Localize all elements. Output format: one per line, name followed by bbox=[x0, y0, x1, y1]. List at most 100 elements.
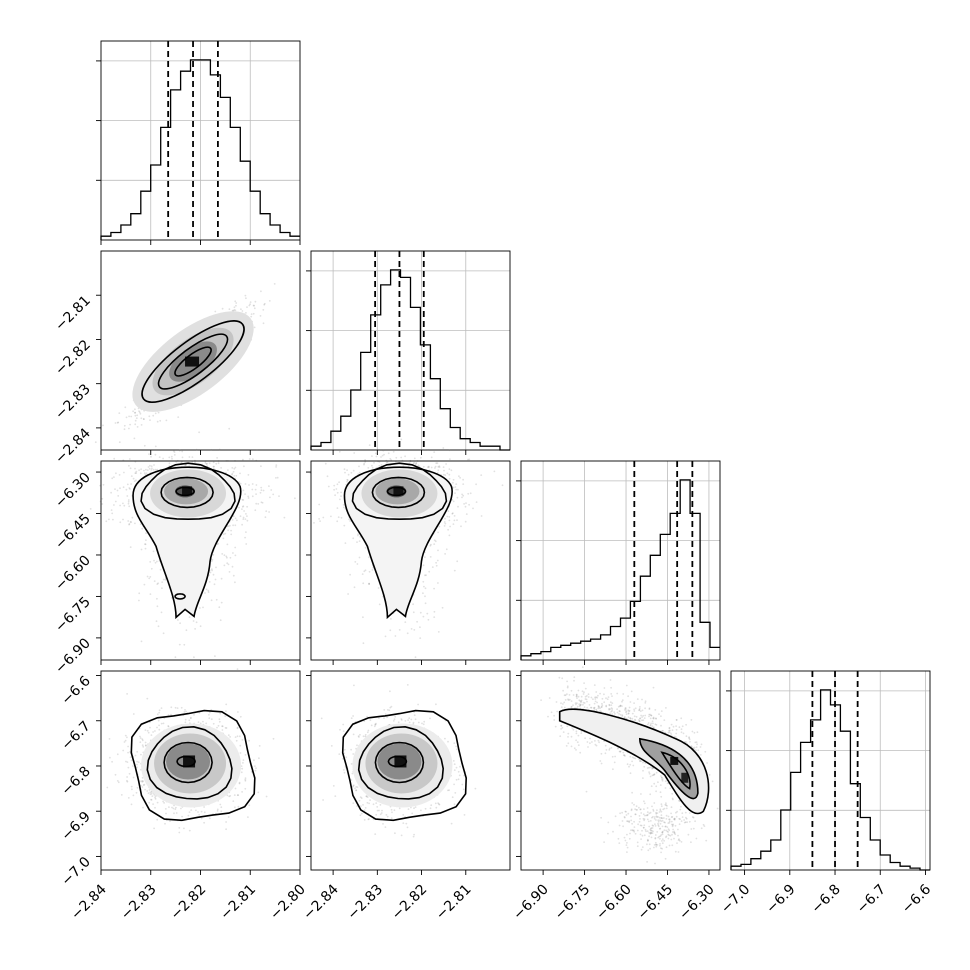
sample-point bbox=[244, 294, 247, 297]
sample-point bbox=[154, 453, 157, 456]
sample-point bbox=[354, 561, 357, 563]
sample-point bbox=[346, 469, 348, 471]
sample-point bbox=[262, 489, 265, 492]
sample-point bbox=[454, 492, 456, 494]
sample-point bbox=[191, 456, 194, 458]
sample-point bbox=[423, 585, 425, 588]
sample-point bbox=[138, 469, 141, 472]
sample-point bbox=[235, 474, 238, 477]
sample-point bbox=[102, 424, 104, 427]
sample-point bbox=[427, 618, 430, 621]
sample-point bbox=[193, 656, 195, 659]
sample-point bbox=[224, 532, 227, 535]
sample-point bbox=[225, 710, 227, 712]
sample-point bbox=[111, 477, 114, 480]
sample-point bbox=[227, 529, 230, 532]
sample-point bbox=[170, 455, 173, 458]
sample-point bbox=[130, 415, 133, 418]
sample-point bbox=[452, 478, 455, 481]
sample-point bbox=[400, 438, 403, 441]
sample-point bbox=[442, 466, 445, 468]
sample-point bbox=[119, 487, 121, 490]
sample-point bbox=[347, 473, 350, 476]
sample-point bbox=[256, 449, 258, 451]
sample-point bbox=[221, 307, 224, 310]
sample-point bbox=[342, 506, 345, 509]
sample-point bbox=[246, 505, 249, 508]
sample-point bbox=[241, 310, 244, 312]
sample-point bbox=[387, 452, 390, 455]
sample-point bbox=[134, 467, 136, 470]
sample-point bbox=[158, 709, 161, 712]
sample-point bbox=[118, 474, 121, 476]
sample-point bbox=[205, 588, 208, 591]
sample-point bbox=[185, 710, 188, 713]
sample-point bbox=[450, 469, 453, 472]
sample-point bbox=[453, 515, 456, 517]
sample-point bbox=[210, 568, 213, 571]
sample-point bbox=[356, 541, 358, 543]
sample-point bbox=[327, 485, 330, 488]
sample-point bbox=[117, 421, 120, 424]
sample-point bbox=[454, 486, 457, 488]
sample-point bbox=[404, 621, 407, 623]
sample-point bbox=[246, 515, 248, 517]
sample-point bbox=[461, 496, 463, 499]
sample-point bbox=[230, 529, 233, 532]
sample-point bbox=[260, 486, 263, 489]
sample-point bbox=[164, 578, 167, 581]
sample-point bbox=[222, 537, 225, 540]
sample-point bbox=[346, 478, 349, 481]
sample-point bbox=[276, 476, 279, 479]
sample-point bbox=[194, 461, 196, 464]
sample-point bbox=[194, 628, 197, 630]
sample-point bbox=[143, 469, 145, 472]
sample-point bbox=[435, 561, 437, 564]
sample-point bbox=[416, 620, 418, 623]
sample-point bbox=[232, 552, 234, 554]
sample-point bbox=[158, 728, 161, 731]
sample-point bbox=[339, 498, 341, 501]
sample-point bbox=[462, 483, 465, 485]
sample-point bbox=[181, 456, 184, 459]
sample-point bbox=[147, 466, 150, 468]
sample-point bbox=[140, 417, 143, 420]
sample-point bbox=[426, 612, 429, 615]
sample-point bbox=[414, 656, 417, 659]
sample-point bbox=[384, 635, 387, 638]
sample-point bbox=[364, 546, 367, 549]
sample-point bbox=[248, 484, 250, 486]
histogram-step bbox=[310, 269, 510, 451]
sample-point bbox=[241, 767, 244, 770]
sample-point bbox=[254, 765, 256, 767]
sample-point bbox=[153, 559, 155, 562]
sample-point bbox=[156, 583, 159, 585]
sample-point bbox=[177, 416, 180, 418]
sample-point bbox=[313, 522, 315, 524]
sample-point bbox=[273, 283, 276, 285]
sample-point bbox=[114, 422, 117, 424]
sample-point bbox=[161, 587, 163, 590]
sample-point bbox=[448, 468, 451, 470]
sample-point bbox=[242, 505, 245, 507]
sample-point bbox=[130, 521, 133, 523]
sample-point bbox=[102, 483, 105, 486]
sample-point bbox=[140, 640, 143, 643]
sample-point bbox=[231, 473, 233, 476]
sample-point bbox=[144, 543, 146, 545]
sample-point bbox=[199, 625, 202, 628]
sample-point bbox=[242, 499, 245, 501]
sample-point bbox=[207, 591, 210, 594]
sample-point bbox=[227, 563, 230, 566]
sample-point bbox=[255, 493, 257, 495]
sample-point bbox=[371, 569, 374, 571]
sample-point bbox=[448, 519, 451, 522]
sample-point bbox=[240, 308, 242, 311]
sample-point bbox=[443, 525, 446, 527]
sample-point bbox=[349, 573, 351, 576]
sample-point bbox=[246, 519, 249, 522]
sample-point bbox=[134, 414, 137, 417]
sample-point bbox=[424, 602, 427, 605]
sample-point bbox=[268, 300, 271, 302]
sample-point bbox=[153, 464, 155, 466]
